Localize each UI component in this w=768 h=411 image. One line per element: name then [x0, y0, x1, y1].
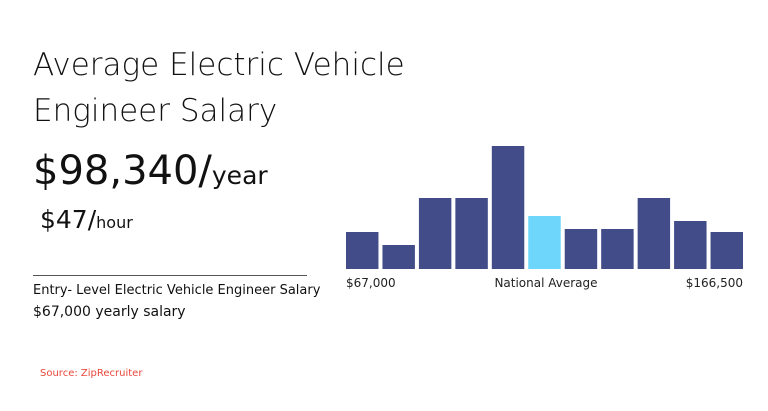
page-title: Average Electric Vehicle Engineer Salary [33, 47, 405, 129]
bar-9 [637, 198, 671, 269]
bar-2 [382, 245, 415, 269]
hourly-salary: $47/hour [40, 205, 133, 234]
bar-11 [710, 232, 743, 269]
source-note: Source: ZipRecruiter [40, 368, 143, 379]
entry-level-label: Entry- Level Electric Vehicle Engineer S… [33, 283, 321, 298]
bar-5 [491, 146, 525, 269]
annual-unit: year [211, 161, 268, 190]
divider [33, 275, 307, 276]
annual-salary: $98,340/year [33, 148, 268, 194]
entry-level-value: $67,000 yearly salary [33, 304, 186, 320]
bar-1 [346, 232, 379, 269]
bar-7 [564, 229, 598, 269]
bar-4 [455, 198, 488, 269]
annual-amount: $98,340/ [33, 148, 212, 194]
bar-10 [674, 221, 707, 269]
hourly-unit: hour [96, 213, 133, 232]
bar-8 [601, 229, 634, 269]
x-label-min: $67,000 [346, 276, 396, 290]
x-label-mid: National Average [494, 276, 597, 290]
bar-national-average [528, 216, 561, 269]
x-label-max: $166,500 [686, 276, 743, 290]
hourly-amount: $47/ [40, 205, 97, 234]
bar-3 [418, 198, 452, 269]
